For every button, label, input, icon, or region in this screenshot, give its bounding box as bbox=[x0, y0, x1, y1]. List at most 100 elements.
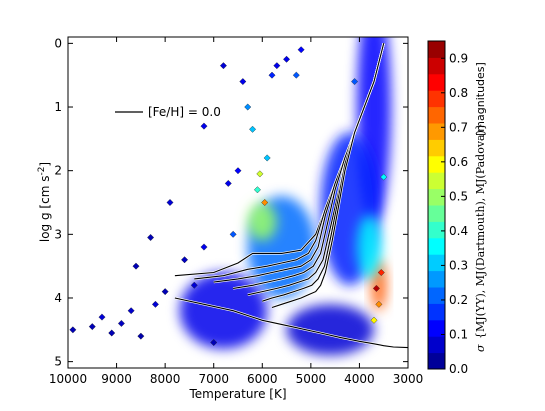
x-tick-label: 10000 bbox=[49, 372, 87, 386]
scatter-point-4 bbox=[117, 319, 125, 327]
y-tick-label: 4 bbox=[54, 291, 62, 305]
scatter-point-32 bbox=[377, 269, 385, 277]
colorbar-level bbox=[428, 57, 445, 75]
scatter-point-25 bbox=[292, 71, 300, 79]
colorbar-tick-label: 0.1 bbox=[449, 327, 468, 341]
scatter-point-9 bbox=[161, 288, 169, 296]
colorbar-level bbox=[428, 221, 445, 239]
colorbar-units: [magnitudes] bbox=[474, 62, 487, 136]
density-region-4 bbox=[247, 202, 277, 241]
scatter-point-34 bbox=[380, 173, 388, 181]
x-tick-label: 3000 bbox=[393, 372, 424, 386]
colorbar-tick-label: 0.0 bbox=[449, 362, 468, 376]
y-axis-label-text: log g [cm s bbox=[38, 176, 52, 243]
colorbar-label-expr: {MJ(YY), MJ(Dartmouth), MJ(Padova)} bbox=[474, 123, 487, 339]
y-axis-label: log g [cm s-2] bbox=[37, 162, 52, 242]
colorbar-level bbox=[428, 352, 445, 370]
colorbar-level bbox=[428, 41, 445, 58]
colorbar-level bbox=[428, 188, 445, 206]
x-tick-label: 9000 bbox=[101, 372, 132, 386]
scatter-point-18 bbox=[253, 186, 261, 194]
colorbar-level bbox=[428, 237, 445, 255]
scatter-point-20 bbox=[261, 199, 269, 206]
colorbar-level bbox=[428, 155, 445, 173]
colorbar-level bbox=[428, 270, 445, 288]
colorbar-level bbox=[428, 319, 445, 337]
y-tick-label: 2 bbox=[54, 164, 62, 178]
colorbar-frame bbox=[427, 40, 446, 370]
scatter-point-17 bbox=[249, 125, 257, 133]
colorbar-level bbox=[428, 90, 445, 108]
colorbar-tick-label: 0.5 bbox=[449, 189, 468, 203]
y-tick-label: 1 bbox=[54, 100, 62, 114]
scatter-point-24 bbox=[283, 55, 291, 63]
x-axis-label: Temperature [K] bbox=[188, 387, 286, 401]
colorbar-level bbox=[428, 123, 445, 140]
colorbar: 0.0 0.1 0.2 0.3 0.4 0.5 0.6 0.7 0.8 0.9 bbox=[427, 40, 468, 376]
colorbar-level bbox=[428, 73, 445, 91]
colorbar-level bbox=[428, 336, 445, 354]
legend: [Fe/H] = 0.0 bbox=[115, 105, 221, 119]
density-region-5 bbox=[179, 272, 268, 349]
density-region-2 bbox=[286, 304, 374, 356]
colorbar-label-prefix: σ bbox=[474, 344, 487, 352]
scatter-point-29 bbox=[200, 122, 208, 130]
y-axis-label-close: ] bbox=[38, 162, 52, 167]
scatter-point-31 bbox=[370, 316, 378, 324]
y-tick-label: 0 bbox=[54, 36, 62, 50]
scatter-point-13 bbox=[210, 339, 218, 347]
y-tick-label: 5 bbox=[54, 355, 62, 369]
colorbar-tick-label: 0.4 bbox=[449, 224, 468, 238]
scatter-point-35 bbox=[351, 78, 359, 86]
main-sequence-line bbox=[174, 297, 408, 349]
x-tick-label: 5000 bbox=[296, 372, 327, 386]
scatter-point-12 bbox=[200, 243, 208, 251]
x-tick-label: 6000 bbox=[247, 372, 278, 386]
colorbar-level bbox=[428, 172, 445, 190]
scatter-point-6 bbox=[137, 332, 145, 340]
colorbar-tick-label: 0.6 bbox=[449, 155, 468, 169]
isochrone-6 bbox=[271, 43, 385, 309]
scatter-point-11 bbox=[181, 256, 189, 264]
scatter-layer bbox=[69, 46, 388, 347]
scatter-point-16 bbox=[244, 103, 252, 111]
scatter-point-23 bbox=[273, 62, 281, 70]
colorbar-tick-label: 0.9 bbox=[449, 51, 468, 65]
plot-frame bbox=[67, 36, 409, 369]
x-tick-label: 7000 bbox=[198, 372, 229, 386]
scatter-point-8 bbox=[151, 300, 159, 308]
colorbar-tick-label: 0.3 bbox=[449, 258, 468, 272]
scatter-point-15 bbox=[234, 167, 242, 175]
colorbar-tick-label: 0.8 bbox=[449, 86, 468, 100]
scatter-point-10 bbox=[166, 199, 174, 206]
scatter-point-22 bbox=[268, 71, 276, 79]
scatter-point-21 bbox=[263, 154, 271, 162]
scatter-point-39 bbox=[132, 262, 140, 270]
colorbar-level bbox=[428, 303, 445, 321]
x-tick-label: 8000 bbox=[150, 372, 181, 386]
density-region-7 bbox=[357, 215, 382, 279]
colorbar-level bbox=[428, 139, 445, 157]
scatter-point-7 bbox=[147, 234, 155, 241]
x-axis-ticks: 10000 9000 8000 7000 6000 5000 4000 3000 bbox=[49, 37, 423, 386]
scatter-point-5 bbox=[127, 307, 135, 315]
svg-text:σ {MJ(YY), MJ(Dartmouth): σ {MJ(YY), MJ(Dartmouth), MJ(Padova)} bbox=[474, 123, 487, 352]
x-tick-label: 4000 bbox=[344, 372, 375, 386]
colorbar-tick-label: 0.7 bbox=[449, 120, 468, 134]
y-tick-label: 3 bbox=[54, 227, 62, 241]
scatter-point-33 bbox=[375, 300, 383, 308]
scatter-point-1 bbox=[88, 323, 96, 331]
colorbar-tick-label: 0.2 bbox=[449, 293, 468, 307]
colorbar-level bbox=[428, 254, 445, 272]
scatter-point-19 bbox=[256, 170, 264, 178]
legend-label: [Fe/H] = 0.0 bbox=[148, 105, 221, 119]
svg-text:log g [cm s-2]: log g [cm s-2] bbox=[37, 162, 52, 242]
scatter-point-28 bbox=[219, 62, 227, 70]
scatter-point-26 bbox=[297, 46, 305, 54]
scatter-point-3 bbox=[108, 329, 116, 337]
colorbar-level bbox=[428, 106, 445, 124]
scatter-point-2 bbox=[98, 313, 106, 321]
scatter-point-37 bbox=[229, 230, 237, 238]
scatter-point-0 bbox=[69, 326, 77, 334]
